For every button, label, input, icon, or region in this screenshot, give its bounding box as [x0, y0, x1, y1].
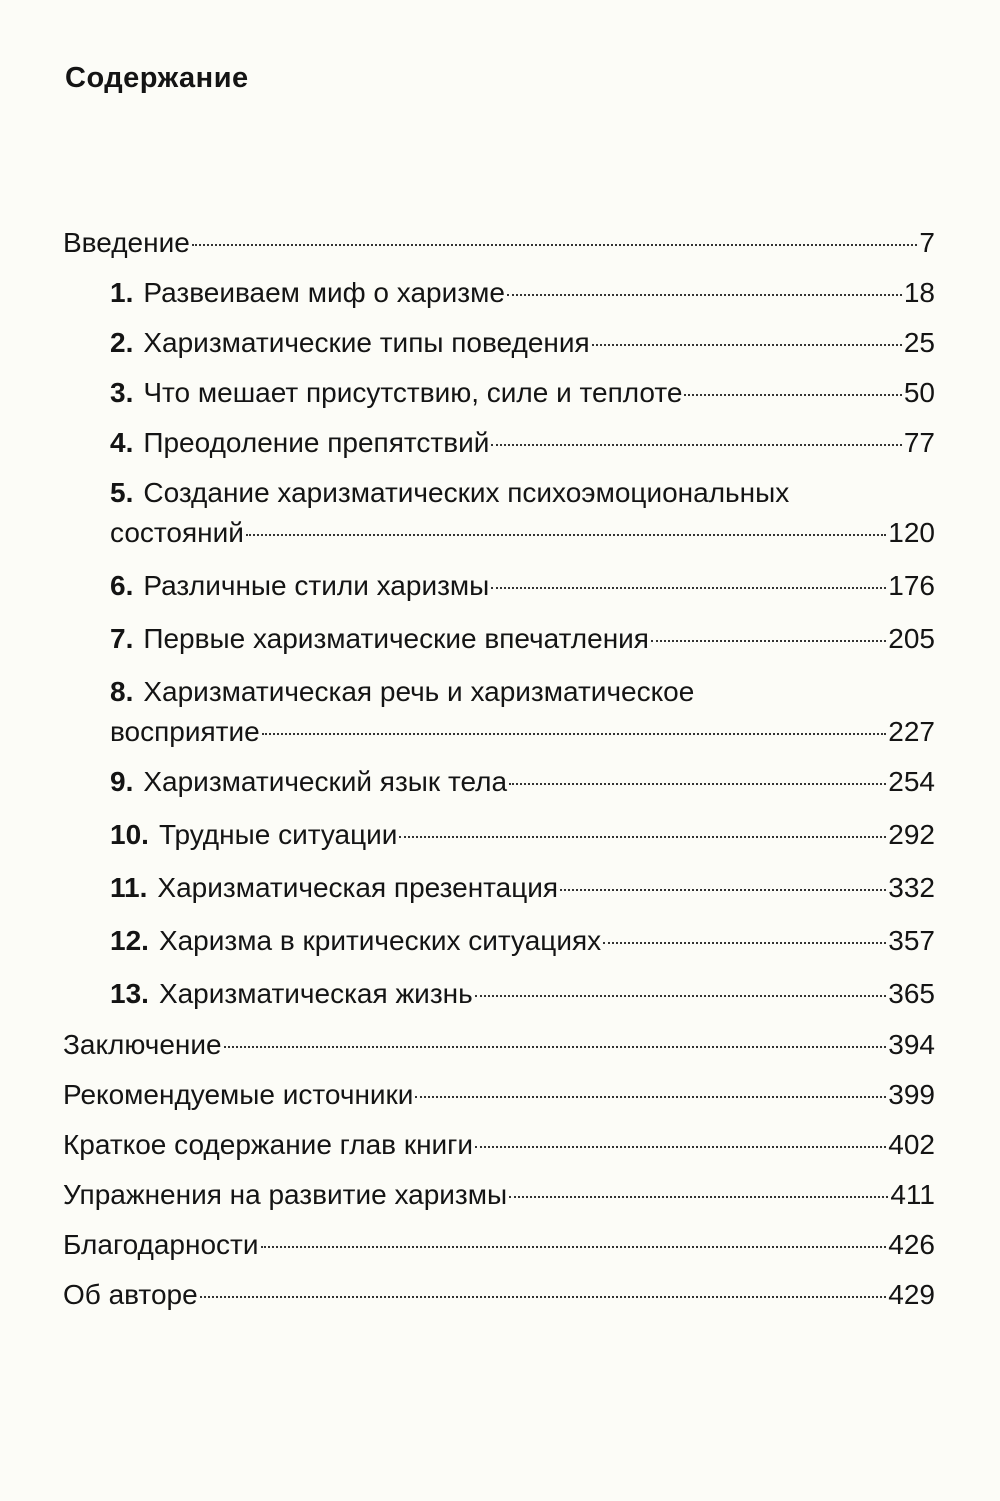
toc-entry-label: Харизматические типы поведения — [143, 327, 590, 358]
toc-entry[interactable]: Благодарности 426 — [63, 1228, 935, 1262]
toc-entry[interactable]: 11. Харизматическая презентация 332 — [110, 871, 935, 905]
toc-entry[interactable]: Заключение 394 — [63, 1028, 935, 1062]
toc-entry[interactable]: Введение 7 — [63, 226, 935, 260]
toc-entry-label: Преодоление препятствий — [143, 427, 490, 458]
toc-entry[interactable]: Упражнения на развитие харизмы 411 — [63, 1178, 935, 1212]
toc-entry[interactable]: 1. Развеиваем миф о харизме 18 — [110, 276, 935, 310]
toc-entry-label: Харизма в критических ситуациях — [158, 925, 602, 956]
toc-entry-number: 4. — [110, 427, 134, 458]
toc-entry-label: Краткое содержание глав книги — [63, 1129, 474, 1160]
toc-entry-label: Введение — [63, 227, 190, 258]
toc-entry-label: Благодарности — [63, 1229, 259, 1260]
toc-entry[interactable]: 4. Преодоление препятствий 77 — [110, 426, 935, 460]
dot-leader — [650, 640, 887, 642]
toc-entry-page: 426 — [888, 1229, 935, 1260]
dot-leader — [223, 1046, 887, 1048]
toc-entry-page: 357 — [888, 925, 935, 956]
toc-entry-number: 7. — [110, 623, 134, 654]
toc-entry-number: 11. — [110, 872, 148, 903]
dot-leader — [560, 889, 887, 891]
toc-entry-label: Различные стили харизмы — [143, 570, 490, 601]
toc-entry-number: 9. — [110, 766, 134, 797]
toc-entry-number: 13. — [110, 978, 149, 1009]
dot-leader — [415, 1096, 887, 1098]
toc-entry-page: 176 — [888, 570, 935, 601]
dot-leader — [491, 587, 887, 589]
toc-entry[interactable]: 6. Различные стили харизмы 176 — [110, 569, 935, 603]
toc-entry[interactable]: Об авторе 429 — [63, 1278, 935, 1312]
toc-entry[interactable]: 9. Харизматический язык тела 254 — [110, 765, 935, 799]
toc-entry-page: 402 — [888, 1129, 935, 1160]
dot-leader — [245, 534, 887, 536]
toc-entry-label: Первые харизматические впечатления — [143, 623, 649, 654]
toc-entry-page: 7 — [919, 227, 935, 258]
toc-entry-label: Трудные ситуации — [158, 819, 398, 850]
toc-entry-label-continuation: состояний — [110, 517, 244, 548]
toc-entry-label: Харизматический язык тела — [143, 766, 508, 797]
toc-entry-page: 292 — [888, 819, 935, 850]
dot-leader — [509, 1196, 889, 1198]
toc-entry-label: Харизматическая жизнь — [158, 978, 473, 1009]
page-title: Содержание — [65, 62, 249, 94]
toc-entry-number: 10. — [110, 819, 149, 850]
toc-entry-label: Об авторе — [63, 1279, 198, 1310]
toc-entry-page: 120 — [888, 517, 935, 548]
toc-entry-number: 6. — [110, 570, 134, 601]
toc-entry[interactable]: состояний 120 — [110, 516, 935, 550]
toc-entry-page: 18 — [903, 277, 935, 308]
toc-entry[interactable]: 3. Что мешает присутствию, силе и теплоте… — [110, 376, 935, 410]
toc-entry-number: 12. — [110, 925, 149, 956]
toc-entry-label: Заключение — [63, 1029, 222, 1060]
toc-entry-label: Что мешает присутствию, силе и теплоте — [143, 377, 683, 408]
toc-entry-label: Рекомендуемые источники — [63, 1079, 414, 1110]
dot-leader — [506, 294, 902, 296]
toc-entry-label: Развеиваем миф о харизме — [143, 277, 505, 308]
toc-entry-label: Упражнения на развитие харизмы — [63, 1179, 508, 1210]
dot-leader — [491, 444, 902, 446]
dot-leader — [191, 244, 918, 246]
dot-leader — [509, 783, 887, 785]
dot-leader — [475, 1146, 887, 1148]
toc-entry[interactable]: 7. Первые харизматические впечатления 205 — [110, 622, 935, 656]
toc-entry-page: 50 — [903, 377, 935, 408]
toc-entry-label: Харизматическая речь и харизматическое — [143, 676, 695, 707]
toc-entry-page: 227 — [888, 716, 935, 747]
toc-entry-label: Создание харизматических психоэмоциональ… — [143, 477, 790, 508]
toc-entry[interactable]: 13. Харизматическая жизнь 365 — [110, 977, 935, 1011]
toc-entry[interactable]: 10. Трудные ситуации 292 — [110, 818, 935, 852]
dot-leader — [199, 1296, 887, 1298]
toc-entry[interactable]: 2. Харизматические типы поведения 25 — [110, 326, 935, 360]
dot-leader — [684, 394, 902, 396]
dot-leader — [591, 344, 902, 346]
dot-leader — [261, 733, 887, 735]
toc-entry-page: 429 — [888, 1279, 935, 1310]
dot-leader — [474, 995, 887, 997]
toc-entry-page: 254 — [888, 766, 935, 797]
toc-entry-number: 2. — [110, 327, 134, 358]
toc-entry[interactable]: 12. Харизма в критических ситуациях 357 — [110, 924, 935, 958]
toc-entry-number: 8. — [110, 676, 134, 707]
toc-entry-label-line[interactable]: 5. Создание харизматических психоэмоциона… — [110, 476, 789, 510]
toc-entry-page: 394 — [888, 1029, 935, 1060]
toc-entry[interactable]: Рекомендуемые источники 399 — [63, 1078, 935, 1112]
toc-entry[interactable]: Краткое содержание глав книги 402 — [63, 1128, 935, 1162]
toc-entry-page: 399 — [888, 1079, 935, 1110]
toc-entry-page: 25 — [903, 327, 935, 358]
toc-entry[interactable]: восприятие 227 — [110, 715, 935, 749]
toc-entry-label-continuation: восприятие — [110, 716, 260, 747]
dot-leader — [260, 1246, 887, 1248]
toc-entry-label: Харизматическая презентация — [157, 872, 559, 903]
toc-entry-number: 5. — [110, 477, 134, 508]
toc-entry-page: 411 — [890, 1179, 935, 1210]
toc-entry-page: 77 — [903, 427, 935, 458]
dot-leader — [399, 836, 887, 838]
toc-entry-label-line[interactable]: 8. Харизматическая речь и харизматическое — [110, 675, 694, 709]
toc-entry-page: 332 — [888, 872, 935, 903]
toc-entry-number: 3. — [110, 377, 134, 408]
toc-entry-page: 205 — [888, 623, 935, 654]
dot-leader — [603, 942, 887, 944]
toc-entry-page: 365 — [888, 978, 935, 1009]
toc-entry-number: 1. — [110, 277, 134, 308]
